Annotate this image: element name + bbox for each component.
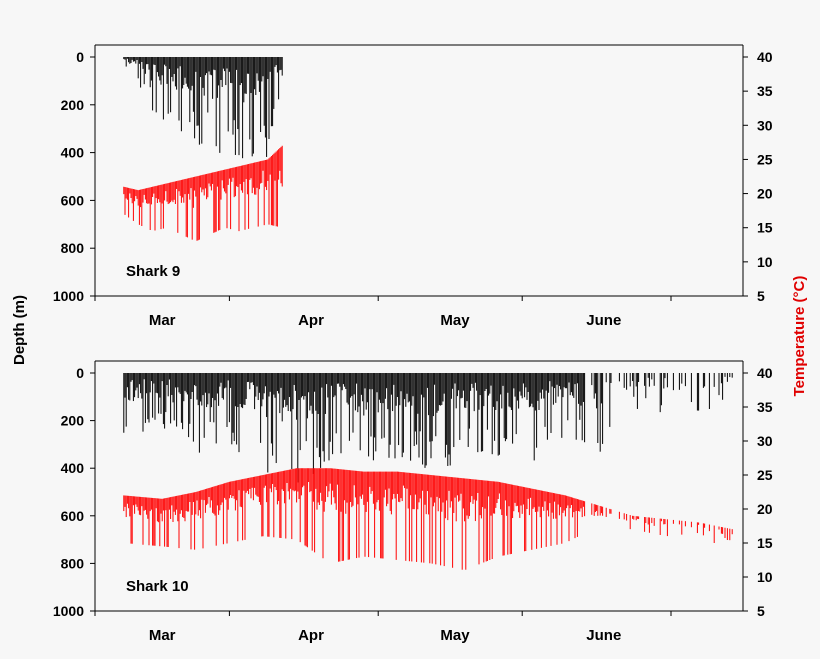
month-label: Mar: [149, 312, 176, 329]
depth-tick-label: 0: [76, 365, 84, 381]
month-label: Mar: [149, 627, 176, 644]
ylabel-left: Depth (m): [11, 295, 28, 365]
month-label: Apr: [298, 627, 324, 644]
month-label: May: [440, 627, 470, 644]
temperature-tick-label: 20: [757, 501, 773, 517]
temperature-tick-label: 10: [757, 569, 773, 585]
depth-tick-label: 400: [61, 145, 85, 161]
depth-tick-label: 1000: [53, 603, 84, 619]
temperature-tick-label: 25: [757, 151, 773, 167]
depth-tick-label: 400: [61, 460, 85, 476]
depth-tick-label: 800: [61, 555, 85, 571]
depth-tick-label: 200: [61, 413, 85, 429]
panel-shark-10: 0 200 400 600 800 1000 5 10 15 20 25 30 35 40 Mar Apr Ma…: [53, 360, 773, 644]
month-label: June: [586, 312, 621, 329]
depth-series: [123, 373, 733, 483]
ylabel-right: Temperature (°C): [791, 276, 808, 397]
temperature-tick-label: 30: [757, 117, 773, 133]
temperature-series: [123, 145, 283, 241]
temperature-tick-label: 40: [757, 49, 773, 65]
depth-tick-label: 600: [61, 192, 85, 208]
month-label: May: [440, 312, 470, 329]
temperature-tick-label: 30: [757, 433, 773, 449]
depth-tick-label: 600: [61, 508, 85, 524]
panel-label: Shark 9: [126, 263, 180, 280]
temperature-tick-label: 5: [757, 603, 765, 619]
depth-series: [123, 57, 283, 159]
panel-shark-9: 0 200 400 600 800 1000 5 10 15 20 25 30 35 40 Mar Apr Ma…: [53, 44, 773, 329]
temperature-tick-label: 40: [757, 365, 773, 381]
temperature-series: [123, 468, 733, 570]
temperature-tick-label: 5: [757, 288, 765, 304]
depth-tick-label: 1000: [53, 288, 84, 304]
month-label: Apr: [298, 312, 324, 329]
panel-label: Shark 10: [126, 578, 189, 595]
temperature-tick-label: 20: [757, 186, 773, 202]
temperature-tick-label: 25: [757, 467, 773, 483]
temperature-tick-label: 35: [757, 83, 773, 99]
temperature-tick-label: 15: [757, 220, 773, 236]
depth-tick-label: 200: [61, 97, 85, 113]
depth-tick-label: 0: [76, 49, 84, 65]
temperature-tick-label: 35: [757, 399, 773, 415]
temperature-tick-label: 15: [757, 535, 773, 551]
temperature-tick-label: 10: [757, 254, 773, 270]
depth-tick-label: 800: [61, 240, 85, 256]
month-label: June: [586, 627, 621, 644]
